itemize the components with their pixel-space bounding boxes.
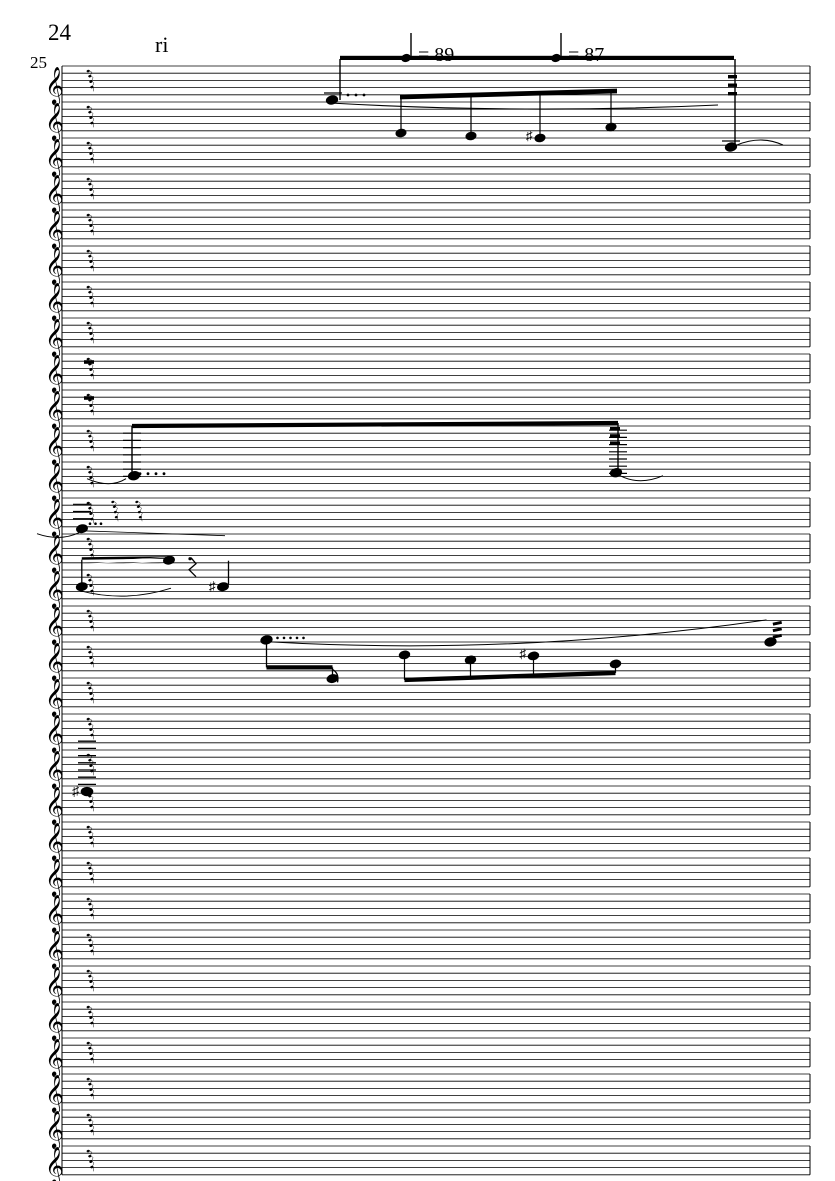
- svg-text:𝄞: 𝄞: [45, 787, 64, 826]
- svg-text:𝄞: 𝄞: [45, 1039, 64, 1078]
- svg-text:𝄞: 𝄞: [45, 283, 64, 322]
- svg-text:𝄞: 𝄞: [45, 139, 64, 178]
- svg-text:𝄞: 𝄞: [45, 67, 64, 106]
- svg-text:𝄞: 𝄞: [45, 499, 64, 538]
- svg-text:𝄞: 𝄞: [45, 391, 64, 430]
- svg-text:𝄞: 𝄞: [45, 751, 64, 790]
- svg-text:𝄞: 𝄞: [45, 427, 64, 466]
- svg-text:♯: ♯: [526, 128, 533, 143]
- svg-text:♯: ♯: [520, 646, 527, 661]
- svg-text:= 89: = 89: [418, 44, 454, 66]
- svg-text:𝄞: 𝄞: [45, 1147, 64, 1181]
- svg-text:𝄞: 𝄞: [45, 967, 64, 1006]
- svg-text:𝄞: 𝄞: [45, 175, 64, 214]
- svg-text:𝄞: 𝄞: [45, 463, 64, 502]
- svg-text:𝄞: 𝄞: [45, 859, 64, 898]
- svg-text:24: 24: [48, 20, 72, 45]
- svg-text:ri: ri: [155, 32, 168, 57]
- svg-text:𝄞: 𝄞: [45, 679, 64, 718]
- svg-text:𝄞: 𝄞: [45, 535, 64, 574]
- svg-text:𝄞: 𝄞: [45, 211, 64, 250]
- svg-text:𝄞: 𝄞: [45, 895, 64, 934]
- svg-text:= 87: = 87: [568, 44, 604, 66]
- svg-text:𝄞: 𝄞: [45, 571, 64, 610]
- svg-text:♯: ♯: [72, 785, 80, 800]
- svg-text:25: 25: [30, 53, 47, 72]
- svg-text:𝄞: 𝄞: [45, 355, 64, 394]
- svg-text:𝄞: 𝄞: [45, 931, 64, 970]
- svg-text:𝄞: 𝄞: [45, 823, 64, 862]
- svg-text:𝄞: 𝄞: [45, 643, 64, 682]
- svg-text:𝄞: 𝄞: [45, 607, 64, 646]
- svg-text:𝄞: 𝄞: [45, 1111, 64, 1150]
- svg-text:𝄞: 𝄞: [45, 319, 64, 358]
- svg-text:𝄞: 𝄞: [45, 247, 64, 286]
- svg-text:𝄞: 𝄞: [45, 1003, 64, 1042]
- svg-text:♯: ♯: [209, 579, 216, 594]
- svg-text:𝄞: 𝄞: [45, 715, 64, 754]
- svg-text:𝄞: 𝄞: [45, 1075, 64, 1114]
- svg-text:𝄞: 𝄞: [45, 103, 64, 142]
